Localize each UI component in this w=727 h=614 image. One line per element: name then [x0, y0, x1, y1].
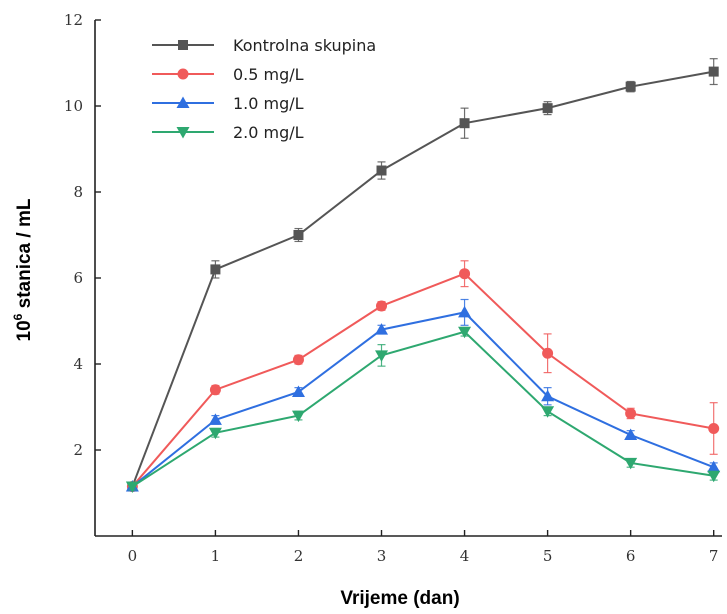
data-point	[375, 323, 389, 335]
y-tick-label: 12	[64, 11, 83, 29]
data-point	[458, 326, 472, 339]
x-axis-title: Vrijeme (dan)	[340, 588, 459, 609]
legend-label: 2.0 mg/L	[233, 123, 304, 142]
data-point	[209, 384, 221, 396]
x-tick-label: 4	[460, 547, 470, 565]
legend: Kontrolna skupina 0.5 mg/L 1.0 mg/L 2.0 mg/…	[152, 36, 376, 142]
x-tick-label: 2	[294, 547, 304, 565]
x-tick-label: 7	[709, 547, 719, 565]
y-tick-label: 8	[73, 183, 83, 201]
legend-item: Kontrolna skupina	[152, 36, 376, 55]
data-point	[624, 428, 638, 440]
series-line	[131, 70, 714, 487]
series-3	[125, 326, 721, 494]
legend-marker	[178, 40, 188, 50]
data-point	[459, 118, 470, 129]
data-point	[376, 300, 388, 312]
legend-label: 1.0 mg/L	[233, 94, 304, 113]
legend-marker	[176, 96, 190, 108]
y-axis-ticks: 2 4 6 8 10 12	[64, 11, 101, 459]
x-tick-label: 0	[128, 547, 138, 565]
data-point	[625, 407, 637, 419]
data-point	[707, 460, 721, 473]
legend-marker	[177, 68, 189, 80]
data-point	[541, 389, 555, 402]
data-point	[291, 385, 305, 397]
x-tick-label: 5	[543, 547, 553, 565]
data-point	[708, 66, 719, 77]
data-point	[541, 406, 555, 418]
x-tick-label: 3	[377, 547, 387, 565]
y-axis-title: 106 stanica / mL	[11, 198, 35, 341]
data-point	[375, 350, 389, 362]
series-0	[127, 58, 719, 492]
data-point	[459, 268, 471, 280]
plot-area	[125, 58, 721, 494]
x-tick-label: 1	[211, 547, 221, 565]
series-line	[131, 272, 714, 488]
y-tick-label: 2	[73, 441, 83, 459]
legend-marker	[176, 127, 190, 139]
data-point	[376, 165, 387, 176]
data-point	[708, 423, 720, 434]
y-tick-label: 4	[73, 355, 83, 373]
x-tick-label: 6	[626, 547, 636, 565]
legend-item: 0.5 mg/L	[152, 65, 304, 84]
data-point	[125, 481, 139, 494]
data-point	[542, 347, 554, 359]
series-1	[126, 260, 720, 493]
data-point	[624, 457, 638, 470]
legend-label: 0.5 mg/L	[233, 65, 304, 84]
data-point	[208, 427, 222, 440]
data-point	[458, 305, 472, 318]
data-point	[625, 81, 636, 92]
data-point	[208, 413, 222, 425]
legend-item: 1.0 mg/L	[152, 94, 304, 113]
data-point	[707, 470, 721, 483]
y-tick-label: 6	[73, 269, 83, 287]
data-point	[210, 264, 221, 275]
data-point	[292, 354, 304, 366]
legend-label: Kontrolna skupina	[233, 36, 376, 55]
x-axis-ticks: 0 1 2 3 4 5 6 7	[128, 530, 719, 565]
legend-item: 2.0 mg/L	[152, 123, 304, 142]
data-point	[293, 230, 304, 240]
series-line	[131, 330, 714, 488]
y-tick-label: 10	[64, 97, 83, 115]
data-point	[291, 410, 305, 423]
series-line	[131, 311, 715, 488]
data-point	[542, 103, 553, 114]
